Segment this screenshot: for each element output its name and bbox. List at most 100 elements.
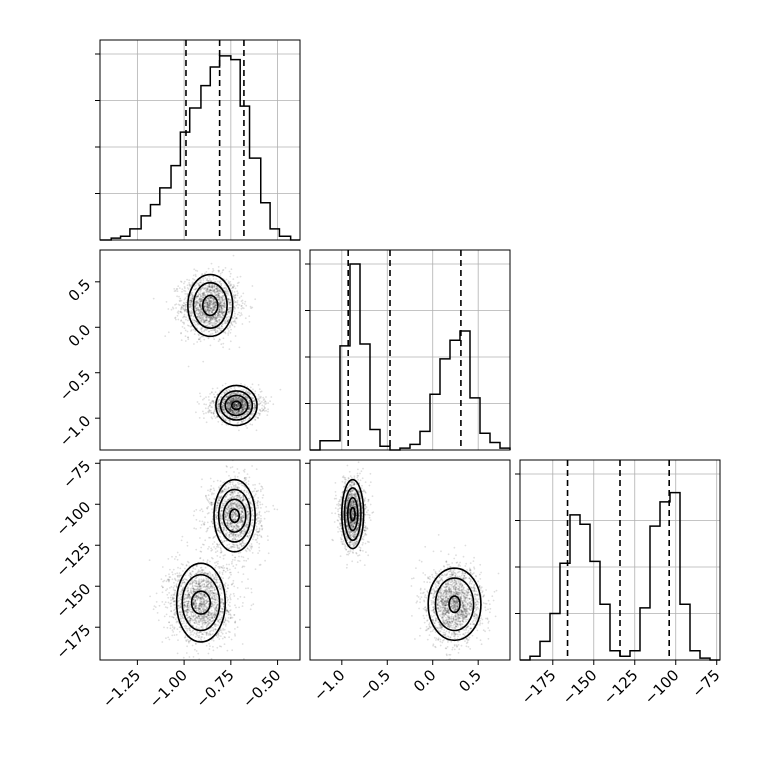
scatter-point [200, 330, 203, 333]
scatter-point [242, 393, 245, 396]
scatter-point [269, 400, 271, 403]
scatter-point [212, 316, 215, 319]
scatter-point [181, 290, 183, 293]
scatter-point [189, 325, 192, 328]
scatter-point [215, 287, 218, 290]
scatter-point [206, 304, 209, 306]
scatter-point [187, 288, 190, 290]
scatter-point [254, 568, 257, 571]
scatter-point [167, 331, 170, 334]
scatter-point [213, 301, 216, 303]
scatter-point [245, 304, 248, 307]
scatter-point [216, 387, 219, 389]
scatter-point [224, 309, 227, 312]
scatter-point [199, 296, 202, 298]
scatter-point [260, 488, 262, 491]
scatter-point [235, 403, 238, 406]
scatter-point [251, 552, 254, 554]
scatter-point [205, 315, 208, 318]
scatter-point [233, 487, 236, 489]
scatter-point [225, 322, 228, 324]
scatter-point [212, 298, 214, 301]
scatter-point [223, 488, 226, 491]
scatter-point [257, 506, 260, 509]
scatter-point [242, 394, 245, 397]
scatter-point [195, 312, 198, 315]
scatter-point [207, 267, 210, 270]
scatter-point [183, 310, 186, 313]
scatter-point [200, 335, 203, 338]
ytick-label: 0.5 [65, 275, 95, 305]
scatter-point [199, 304, 201, 307]
scatter-point [182, 304, 185, 307]
scatter-point [207, 316, 209, 318]
scatter-point [201, 478, 203, 481]
scatter-point [241, 408, 244, 411]
scatter-point [199, 290, 202, 293]
scatter-point [198, 520, 201, 522]
scatter-point [208, 290, 210, 293]
scatter-point [246, 391, 249, 394]
scatter-point [201, 299, 203, 301]
scatter-point [225, 389, 227, 392]
scatter-point [215, 320, 217, 323]
scatter-point [240, 399, 243, 402]
scatter-point [196, 316, 199, 318]
scatter-point [191, 311, 194, 313]
scatter-point [261, 401, 263, 403]
scatter-point [217, 407, 220, 410]
scatter-point [221, 509, 223, 512]
scatter-point [252, 407, 255, 409]
scatter-point [233, 306, 235, 309]
scatter-point [195, 307, 198, 310]
scatter-point [206, 521, 209, 524]
scatter-point [251, 413, 254, 416]
scatter-point [205, 318, 207, 321]
scatter-point [204, 284, 207, 287]
scatter-point [211, 310, 213, 313]
scatter-point [245, 523, 248, 526]
scatter-point [216, 317, 219, 320]
scatter-point [189, 310, 191, 313]
scatter-point [202, 321, 205, 324]
scatter-point [228, 563, 231, 566]
scatter-point [212, 487, 215, 490]
scatter-point [230, 299, 232, 301]
scatter-point [228, 281, 231, 284]
scatter-point [197, 308, 199, 311]
scatter-point [196, 315, 199, 318]
scatter-point [208, 320, 211, 323]
scatter-point [203, 288, 205, 290]
scatter-point [260, 520, 263, 522]
scatter-point [202, 314, 204, 316]
scatter-point [191, 307, 193, 310]
scatter-point [218, 310, 221, 313]
scatter-point [216, 479, 219, 482]
scatter-point [211, 525, 214, 528]
scatter-point [202, 315, 205, 318]
scatter-point [215, 506, 218, 509]
scatter-point [224, 391, 227, 394]
scatter-point [212, 309, 215, 312]
scatter-point [210, 321, 212, 324]
scatter-point [236, 422, 239, 424]
scatter-point [222, 302, 225, 305]
scatter-point [199, 306, 202, 309]
scatter-point [228, 510, 230, 513]
scatter-point [199, 303, 202, 305]
scatter-point [215, 318, 218, 321]
scatter-point [175, 288, 178, 290]
scatter-point [247, 407, 250, 410]
scatter-point [247, 483, 250, 485]
scatter-point [204, 293, 207, 296]
scatter-point [211, 543, 214, 545]
scatter-point [200, 315, 202, 317]
scatter-point [258, 546, 260, 549]
scatter-point [181, 321, 184, 324]
scatter-point [200, 327, 203, 329]
scatter-point [222, 314, 225, 317]
scatter-point [188, 325, 190, 327]
scatter-point [221, 407, 224, 410]
scatter-point [209, 303, 212, 306]
scatter-point [214, 304, 217, 306]
